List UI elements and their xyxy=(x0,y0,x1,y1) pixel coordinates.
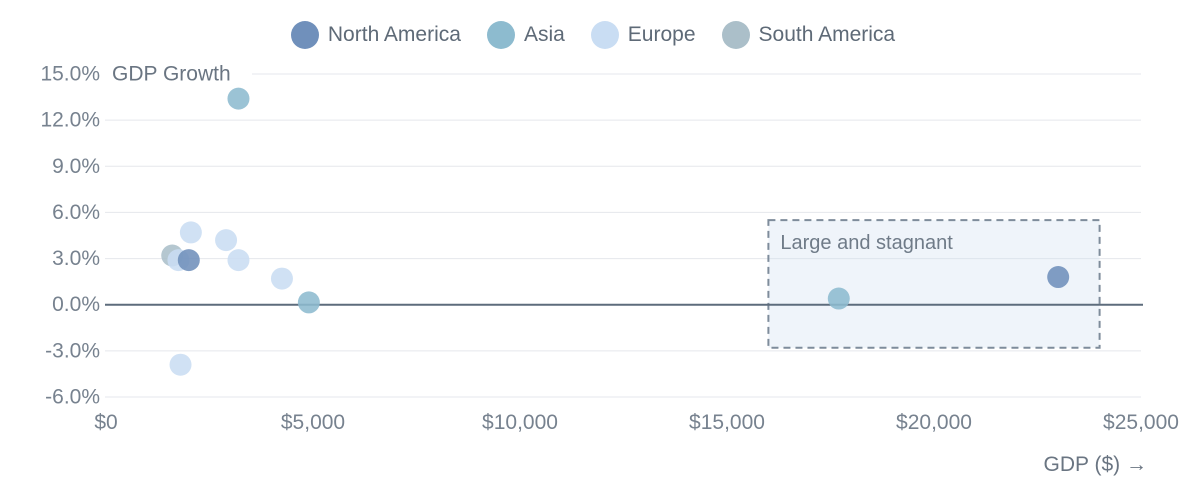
y-tick-label--3.0%: -3.0% xyxy=(45,339,100,362)
y-tick-label-9.0%: 9.0% xyxy=(52,155,100,178)
point-north-america xyxy=(177,249,200,272)
y-tick-label-0.0%: 0.0% xyxy=(52,293,100,316)
y-tick-label-12.0%: 12.0% xyxy=(40,109,100,132)
x-tick-label--10-000: $10,000 xyxy=(482,411,558,434)
x-tick-label--25-000: $25,000 xyxy=(1103,411,1179,434)
x-tick-label--0: $0 xyxy=(94,411,117,434)
y-tick-label-6.0%: 6.0% xyxy=(52,201,100,224)
point-europe xyxy=(227,249,250,272)
annotation-label: Large and stagnant xyxy=(780,232,953,254)
point-asia xyxy=(227,87,250,110)
x-tick-label--5-000: $5,000 xyxy=(281,411,345,434)
y-axis-title: GDP Growth xyxy=(112,63,231,86)
x-tick-label--15-000: $15,000 xyxy=(689,411,765,434)
y-tick-label-3.0%: 3.0% xyxy=(52,247,100,270)
point-europe xyxy=(169,353,192,376)
point-europe xyxy=(179,221,202,244)
point-europe xyxy=(215,229,238,252)
point-europe xyxy=(270,267,293,290)
point-asia xyxy=(297,291,320,314)
y-tick-label--6.0%: -6.0% xyxy=(45,386,100,409)
x-tick-label--20-000: $20,000 xyxy=(896,411,972,434)
x-axis-title: GDP ($) → xyxy=(1044,453,1147,476)
annotation-box xyxy=(767,219,1101,349)
y-tick-label-15.0%: 15.0% xyxy=(40,63,100,86)
point-asia xyxy=(827,287,850,310)
point-north-america xyxy=(1047,266,1070,289)
